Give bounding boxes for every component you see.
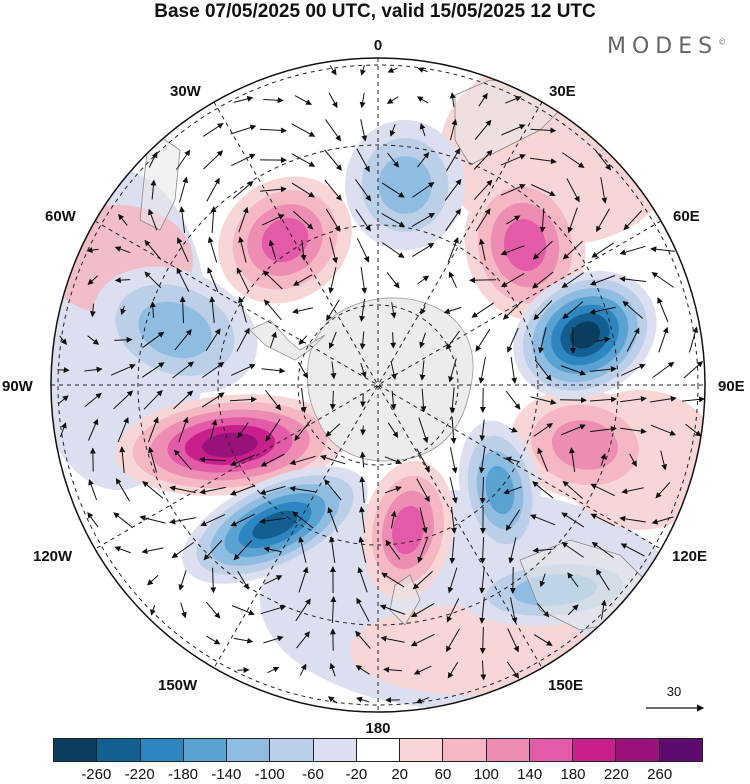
colorbar-tick-label: 180 xyxy=(560,766,585,783)
wind-arrow xyxy=(57,370,68,371)
colorbar-swatch xyxy=(184,739,227,761)
colorbar-swatch xyxy=(314,739,357,761)
wind-arrow xyxy=(363,394,364,407)
colorbar-swatch xyxy=(97,739,140,761)
colorbar-tick-label: -60 xyxy=(302,766,324,783)
colorbar-tick-label: -140 xyxy=(211,766,241,783)
colorbar-swatch xyxy=(616,739,659,761)
lon-label-30e: 30E xyxy=(549,83,576,100)
colorbar-tick-label: 220 xyxy=(604,766,629,783)
lon-label-120e: 120E xyxy=(672,548,707,565)
colorbar-swatch xyxy=(400,739,443,761)
colorbar-swatch xyxy=(530,739,573,761)
colorbar-tick-label: 140 xyxy=(517,766,542,783)
colorbar-tick-label: -260 xyxy=(81,766,111,783)
lon-label-120w: 120W xyxy=(33,548,73,565)
colorbar-tick-label: 60 xyxy=(435,766,452,783)
lon-label-180: 180 xyxy=(365,720,390,737)
colorbar-swatch xyxy=(660,739,702,761)
brand-text: MODES xyxy=(607,34,718,59)
wind-arrow xyxy=(363,426,364,435)
colorbar-swatch xyxy=(54,739,97,761)
lon-label-90e: 90E xyxy=(718,378,745,395)
lon-label-60w: 60W xyxy=(45,208,77,225)
colorbar-swatch xyxy=(227,739,270,761)
colorbar-swatch xyxy=(573,739,616,761)
colorbar-swatch xyxy=(141,739,184,761)
brand-mark: © xyxy=(718,38,726,47)
lon-label-90w: 90W xyxy=(2,378,34,395)
lon-label-60e: 60E xyxy=(673,208,700,225)
colorbar-swatch xyxy=(443,739,486,761)
reference-vector-label: 30 xyxy=(667,684,681,699)
colorbar-swatch xyxy=(487,739,530,761)
colorbar-tick-label: -20 xyxy=(345,766,367,783)
negative-anomaly-0 xyxy=(345,120,465,250)
brand-logo: MODES© xyxy=(607,34,726,59)
colorbar-swatch xyxy=(357,739,400,761)
colorbar-tick-label: 20 xyxy=(391,766,408,783)
colorbar-tick-label: 100 xyxy=(474,766,499,783)
lon-label-0: 0 xyxy=(374,37,382,54)
colorbar-tick-label: -220 xyxy=(125,766,155,783)
lon-label-30w: 30W xyxy=(170,83,202,100)
reference-vector: 30 xyxy=(646,684,703,708)
lon-label-150e: 150E xyxy=(548,677,583,694)
lon-label-150w: 150W xyxy=(158,677,198,694)
anomaly-contour xyxy=(378,156,431,214)
colorbar-swatch xyxy=(270,739,313,761)
colorbar-tick-label: -100 xyxy=(255,766,285,783)
colorbar-labels: -260 -220 -180 -140 -100 -60 -20 20 60 100 140 180 2… xyxy=(0,766,750,784)
colorbar-tick-label: -180 xyxy=(168,766,198,783)
wind-arrow xyxy=(470,280,496,281)
colorbar xyxy=(53,738,703,762)
colorbar-tick-label: 260 xyxy=(647,766,672,783)
